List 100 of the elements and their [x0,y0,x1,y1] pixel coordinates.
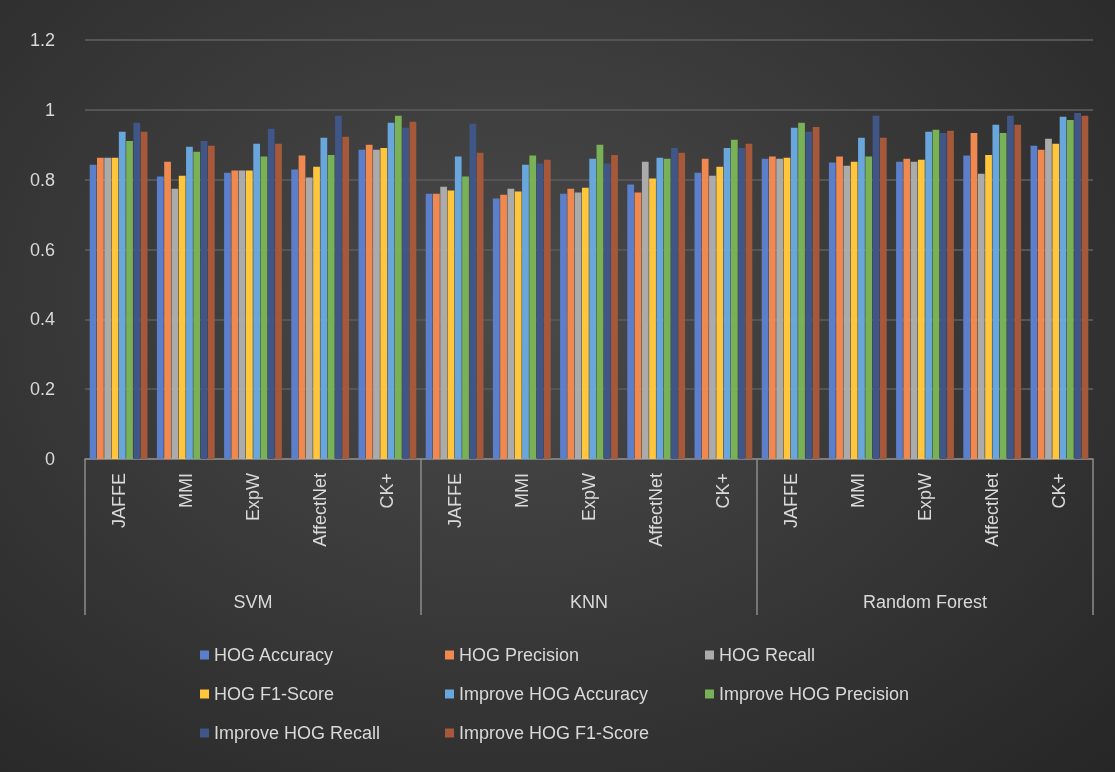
bar [178,175,186,459]
bar [97,157,104,459]
bar [514,191,522,459]
bar [649,178,656,459]
bar [500,194,507,459]
bar [133,122,141,459]
x-tick-label: ExpW [915,473,935,522]
bar [985,154,992,459]
y-tick-label: 0.8 [29,169,55,190]
bar [939,132,947,459]
x-tick-label: CK+ [377,473,398,509]
bar [440,186,448,459]
bar [738,147,745,459]
legend-label: HOG Recall [719,645,816,665]
bar [380,147,388,459]
y-tick-label: 0 [44,449,55,469]
bar [716,166,724,459]
bar [126,140,133,459]
x-tick-label: ExpW [243,473,263,522]
x-tick-label: AffectNet [310,473,331,547]
x-tick-label: CK+ [1049,473,1070,509]
bar [164,161,171,459]
legend-label: Improve HOG Precision [719,684,910,704]
bar [850,161,858,459]
bar [709,175,716,459]
bar [462,176,469,459]
bar [320,137,328,459]
bar [104,157,112,459]
bar [776,158,784,459]
bar [790,127,798,459]
text: KNN [569,592,609,612]
bar [1052,143,1060,459]
bar [1014,124,1022,459]
bar [671,147,678,459]
bar [603,163,611,459]
bar [903,158,911,459]
bar [186,146,193,459]
bar [305,177,313,459]
bar [627,184,635,459]
y-tick-label: 0.4 [29,309,55,330]
legend-label: HOG F1-Score [214,684,335,704]
x-tick-label: AffectNet [646,473,667,547]
bar [917,159,925,459]
text: Random Forest [862,592,988,612]
bar [805,131,813,459]
bar [977,173,985,459]
bar [335,115,342,459]
bar [865,156,873,459]
x-tick-label: MMI [511,473,532,508]
bar [567,188,575,459]
bar [224,172,231,459]
bar [992,124,1000,459]
bar [267,128,275,459]
bar [589,158,597,459]
bar [469,123,477,459]
bar [656,157,664,459]
bar [678,152,686,459]
bar [373,149,380,459]
y-tick-label: 1 [44,99,55,120]
x-tick-label: CK+ [713,473,734,509]
bar [245,170,253,459]
bar [947,130,954,459]
x-tick-label: AffectNet [982,473,1003,547]
legend-label: HOG Precision [459,645,580,665]
bar [836,156,843,459]
legend-label: Improve HOG Accuracy [459,684,649,704]
x-tick-label: MMI [175,473,196,508]
y-tick-label: 1.2 [29,30,55,50]
bar [843,165,851,459]
x-tick-label: MMI [847,473,868,508]
bar [402,127,409,459]
y-tick-label: 0.2 [29,379,55,400]
bar [507,188,515,459]
bar [879,137,887,459]
bar [999,132,1007,459]
bar [207,145,215,459]
bar [730,139,738,459]
y-tick-label: 0.6 [29,239,55,260]
bar [118,131,126,459]
bar [641,161,649,459]
bar [522,164,529,459]
bar [1066,119,1074,459]
bar [896,161,903,459]
bar [313,166,320,459]
legend-label: Improve HOG F1-Score [459,723,650,743]
bar [291,169,299,459]
bar [1037,149,1045,459]
bar [171,188,179,459]
x-tick-label: JAFFE [444,473,465,529]
bar [156,176,164,459]
bar [543,159,551,459]
bar [828,162,836,459]
bar [454,156,462,459]
bar [663,158,671,459]
bar [342,136,350,459]
text: SVM [233,592,273,612]
bar [701,158,709,459]
bar [394,115,402,459]
bar [1007,115,1014,459]
legend-label: HOG Accuracy [214,645,334,665]
